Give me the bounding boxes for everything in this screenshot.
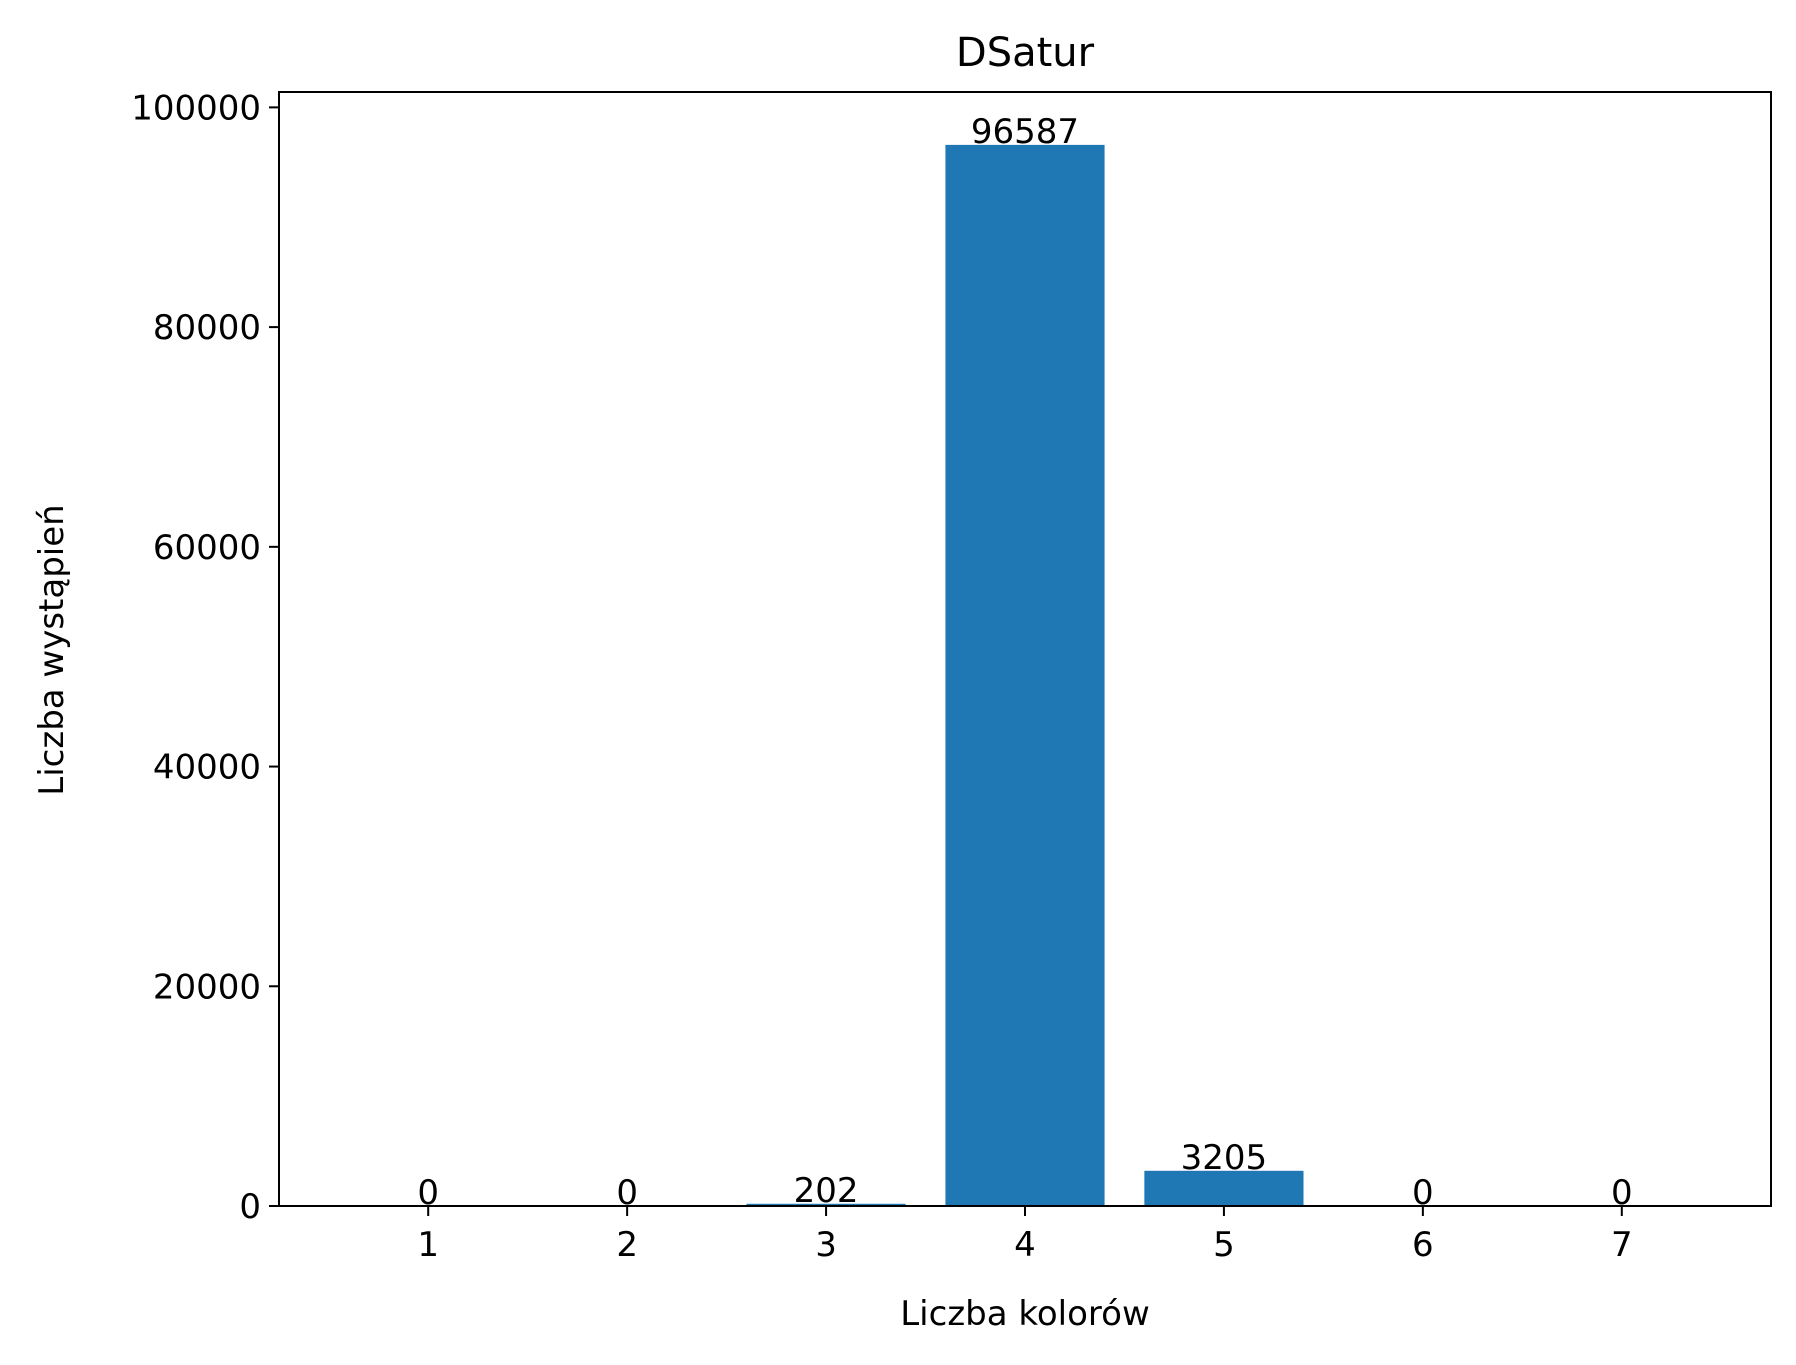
y-tick-label-80000: 80000 — [153, 308, 261, 348]
x-tick-label-6: 6 — [1412, 1225, 1434, 1265]
x-tick-label-2: 2 — [616, 1225, 638, 1265]
axes-layer: 1 2 3 4 5 6 7 0 20000 40000 60000 80000 100000 — [131, 88, 1772, 1265]
x-tick-label-5: 5 — [1213, 1225, 1235, 1265]
bar-3 — [746, 1203, 906, 1206]
x-tick-label-4: 4 — [1014, 1225, 1036, 1265]
y-tick-label-100000: 100000 — [131, 88, 261, 128]
y-tick-label-0: 0 — [239, 1187, 261, 1227]
x-tick-label-1: 1 — [417, 1225, 439, 1265]
data-label-2: 0 — [616, 1173, 638, 1213]
x-tick-label-3: 3 — [815, 1225, 837, 1265]
chart-title: DSatur — [956, 30, 1095, 76]
bar-4 — [945, 144, 1105, 1206]
data-label-5: 3205 — [1181, 1138, 1268, 1178]
x-axis-label: Liczba kolorów — [900, 1294, 1150, 1334]
bars-layer — [746, 144, 1304, 1206]
y-tick-label-40000: 40000 — [153, 748, 261, 788]
x-tick-label-7: 7 — [1611, 1225, 1633, 1265]
y-tick-label-20000: 20000 — [153, 967, 261, 1007]
data-label-1: 0 — [417, 1173, 439, 1213]
data-labels-layer: 0 0 202 96587 3205 0 0 — [417, 112, 1632, 1213]
data-label-3: 202 — [794, 1171, 859, 1211]
data-label-7: 0 — [1611, 1173, 1633, 1213]
y-axis-label: Liczba wystąpień — [32, 504, 72, 795]
data-label-6: 0 — [1412, 1173, 1434, 1213]
bar-5 — [1144, 1170, 1304, 1206]
y-tick-label-60000: 60000 — [153, 528, 261, 568]
data-label-4: 96587 — [971, 112, 1079, 152]
